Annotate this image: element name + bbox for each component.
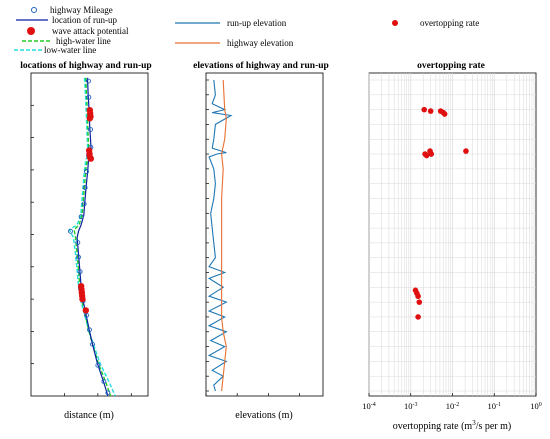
mileage-marker: [87, 327, 92, 333]
legend-entry-wave: wave attack potential: [27, 26, 129, 36]
panel1-x-ticks: [64, 393, 132, 396]
panel3-grid: [368, 73, 536, 396]
mileage-marker: [86, 78, 91, 84]
x-tick-base: 10: [488, 401, 497, 411]
mileage-marker: [81, 201, 87, 207]
x-tick-label: 10-3: [404, 401, 418, 411]
overtopping-point: [428, 151, 435, 157]
mileage-marker: [105, 390, 111, 396]
overtopping-point: [416, 299, 423, 305]
panel3-xlabel: overtopping rate (m3/s per m): [393, 419, 511, 432]
panel2-xlabel: elevations (m): [235, 410, 292, 421]
x-tick-exponent: -3: [413, 402, 418, 408]
panel2-x-ticks: [205, 393, 300, 396]
legend-entry-low: low-water line: [14, 45, 96, 55]
mileage-marker: [75, 240, 81, 246]
wave-attack-point: [82, 307, 90, 314]
mileage-marker: [86, 94, 92, 100]
x-tick-exponent: -4: [371, 402, 376, 408]
wave-attack-point: [79, 295, 86, 303]
wave-attack-point: [86, 115, 94, 122]
mileage-marker: [67, 228, 73, 234]
overtopping-point: [421, 106, 428, 113]
wave-attack-points: [77, 106, 95, 314]
overtopping-point: [441, 111, 448, 117]
mileage-marker: [76, 254, 81, 260]
elevation-series-line: [221, 79, 227, 392]
x-tick-exponent: -2: [454, 402, 459, 408]
x-tick-base: 10: [530, 401, 539, 411]
panel2-title: elevations of highway and run-up: [193, 61, 329, 71]
overtopping-point: [427, 108, 434, 114]
x-tick-base: 10: [404, 401, 413, 411]
panel3-title: overtopping rate: [417, 61, 485, 71]
legend-label-high: high-water line: [56, 36, 111, 46]
x-tick-label: 10-2: [446, 401, 460, 411]
legend-entry-high: high-water line: [22, 36, 111, 46]
x-tick-base: 10: [446, 401, 455, 411]
low-water-polyline: [68, 77, 116, 397]
legend-label-overtopping: overtopping rate: [420, 18, 479, 28]
legend-panel3: overtopping rate: [392, 18, 479, 28]
legend-panel1: highway Mileage location of run-up wave …: [14, 5, 129, 55]
legend-entry-runup-elev: run-up elevation: [175, 18, 287, 28]
legend-label-wave: wave attack potential: [52, 26, 129, 36]
mileage-marker: [95, 362, 101, 368]
overtopping-point: [415, 293, 421, 300]
legend-panel2: run-up elevation highway elevation: [175, 18, 294, 48]
chart-panel-elevations: elevations (m): [205, 72, 324, 421]
mileage-markers: [67, 78, 111, 396]
legend-label-low: low-water line: [44, 45, 96, 55]
overtopping-points: [412, 106, 469, 320]
overtopping-point: [415, 314, 421, 320]
mileage-marker: [88, 127, 93, 132]
panel3-x-ticks: 10-4 10-3 10-2 10-1 100: [362, 393, 542, 411]
elevation-series-line: [207, 79, 233, 392]
legend-label-runup-elev: run-up elevation: [227, 18, 287, 28]
panel1-title: locations of highway and run-up: [20, 61, 151, 71]
mileage-marker: [77, 269, 83, 275]
x-tick-base: 10: [362, 401, 371, 411]
legend-label-highway-elev: highway elevation: [227, 38, 294, 48]
panel2-y-ticks: [206, 79, 209, 392]
x-tick-exponent: -1: [496, 402, 501, 408]
legend-label-mileage: highway Mileage: [50, 5, 113, 15]
mileage-marker: [82, 185, 88, 191]
legend-entry-runup: location of run-up: [16, 15, 117, 25]
elevation-series: [207, 79, 233, 392]
legend-entry-highway-elev: highway elevation: [175, 38, 294, 48]
mileage-marker: [90, 341, 95, 347]
legend-label-runup: location of run-up: [52, 15, 117, 25]
x-tick-exponent: 0: [539, 402, 542, 408]
low-water-line: [68, 77, 116, 397]
x-tick-label: 100: [530, 401, 542, 411]
panel1-y-ticks: [31, 104, 34, 365]
overtopping-point: [423, 152, 430, 159]
legend-entry-mileage: highway Mileage: [31, 5, 113, 15]
chart-panel-locations: distance (m): [30, 72, 149, 421]
wave-attack-point: [87, 155, 95, 162]
panel1-xlabel: distance (m): [64, 410, 114, 421]
x-tick-label: 10-4: [362, 401, 376, 411]
mileage-marker: [84, 169, 89, 174]
x-tick-label: 10-1: [488, 401, 502, 411]
overtopping-point: [463, 148, 469, 154]
mileage-marker: [101, 379, 107, 384]
mileage-marker: [78, 214, 84, 220]
chart-panel-overtopping: 10-4 10-3 10-2 10-1 100 overtopping rate (m3…: [362, 72, 542, 432]
